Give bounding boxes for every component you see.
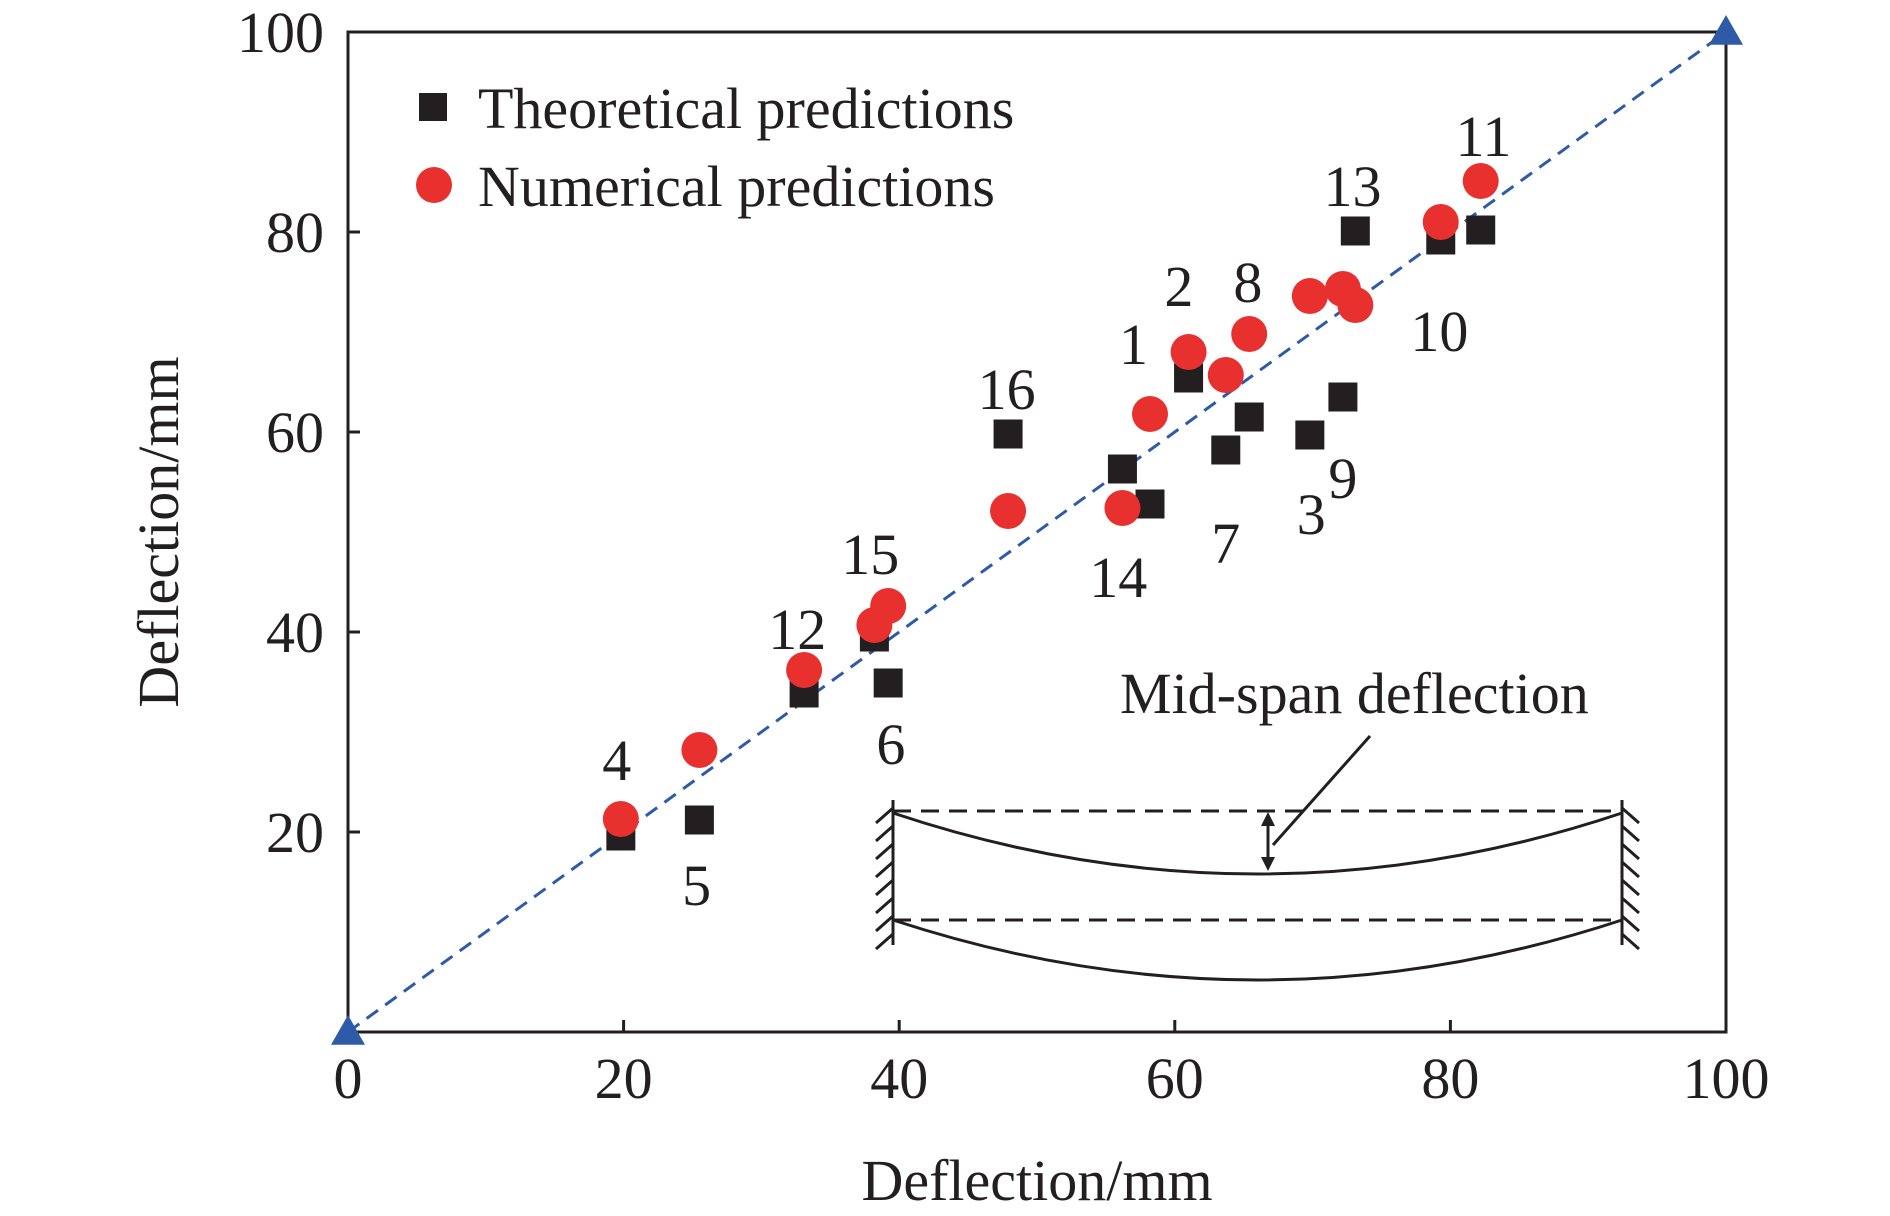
point-label: 7 xyxy=(1211,511,1240,576)
point-label: 8 xyxy=(1233,250,1262,315)
legend: Theoretical predictions Numerical predic… xyxy=(416,76,1014,219)
numerical-point xyxy=(1104,490,1141,526)
y-tick-label: 40 xyxy=(266,600,324,665)
theoretical-point xyxy=(873,668,903,698)
deflected-top-curve xyxy=(892,811,1623,876)
beam-deflection-inset: Mid-span deflection xyxy=(875,661,1640,982)
theoretical-point xyxy=(993,419,1023,449)
numerical-point xyxy=(1291,278,1328,314)
legend-label-numerical: Numerical predictions xyxy=(478,154,995,219)
numerical-point xyxy=(1207,357,1244,393)
leader-line xyxy=(1271,735,1372,846)
left-wall-hatch xyxy=(875,800,895,951)
x-tick-label: 20 xyxy=(595,1046,653,1111)
point-label: 13 xyxy=(1324,154,1382,219)
point-label: 9 xyxy=(1328,446,1357,511)
y-axis-title: Deflection/mm xyxy=(126,356,191,707)
theoretical-point xyxy=(1466,215,1496,245)
x-tick-label: 80 xyxy=(1421,1046,1479,1111)
point-label: 2 xyxy=(1164,254,1193,319)
x-axis-ticks: 0 20 40 60 80 100 xyxy=(334,1020,1770,1111)
numerical-point xyxy=(602,801,639,837)
point-label: 6 xyxy=(876,712,905,777)
y-tick-label: 80 xyxy=(266,200,324,265)
point-label: 5 xyxy=(682,853,711,918)
numerical-series xyxy=(602,163,1499,837)
numerical-point xyxy=(990,493,1027,529)
x-tick-label: 40 xyxy=(870,1046,928,1111)
numerical-point xyxy=(1170,334,1207,370)
point-label: 10 xyxy=(1410,299,1468,364)
point-label: 1 xyxy=(1119,312,1148,377)
legend-marker-theoretical xyxy=(419,93,447,121)
x-tick-label: 60 xyxy=(1146,1046,1204,1111)
y-tick-label: 20 xyxy=(266,800,324,865)
numerical-point xyxy=(856,607,893,643)
theoretical-point xyxy=(1340,216,1370,246)
theoretical-point xyxy=(1295,420,1325,450)
y-tick-label: 60 xyxy=(266,400,324,465)
theoretical-point xyxy=(1135,489,1165,519)
inset-label: Mid-span deflection xyxy=(1120,661,1589,726)
x-tick-label: 0 xyxy=(334,1046,363,1111)
dimension-arrow-down xyxy=(1261,857,1275,871)
point-label: 16 xyxy=(978,357,1036,422)
point-label: 4 xyxy=(602,728,631,793)
theoretical-point xyxy=(1107,454,1137,484)
numerical-point xyxy=(1231,316,1268,352)
theoretical-point xyxy=(1328,382,1358,412)
x-axis-title: Deflection/mm xyxy=(861,1148,1212,1211)
dimension-arrow-up xyxy=(1261,812,1275,826)
x-tick-label: 100 xyxy=(1683,1046,1770,1111)
y-tick-label: 100 xyxy=(237,0,324,65)
legend-marker-numerical xyxy=(416,167,452,203)
numerical-point xyxy=(1337,287,1374,323)
point-label: 11 xyxy=(1456,104,1512,169)
numerical-point xyxy=(681,732,718,768)
numerical-point xyxy=(1131,396,1168,432)
reference-end-triangle xyxy=(331,1015,365,1045)
point-label: 15 xyxy=(841,522,899,587)
reference-end-triangle xyxy=(1709,15,1743,45)
theoretical-point xyxy=(684,805,714,835)
legend-label-theoretical: Theoretical predictions xyxy=(478,76,1014,141)
point-label: 12 xyxy=(768,597,826,662)
deflected-bottom-curve xyxy=(892,918,1623,982)
theoretical-point xyxy=(1234,402,1264,432)
reference-line-group xyxy=(331,15,1743,1045)
reference-line xyxy=(347,30,1727,1034)
numerical-point xyxy=(1422,204,1459,240)
point-label: 14 xyxy=(1089,545,1147,610)
numerical-point xyxy=(1462,163,1499,199)
point-label: 3 xyxy=(1297,482,1326,547)
y-axis-ticks: 20 40 60 80 100 xyxy=(237,0,360,865)
numerical-point xyxy=(786,652,823,688)
theoretical-point xyxy=(1211,435,1241,465)
right-wall-hatch xyxy=(1620,800,1640,951)
plot-frame xyxy=(346,30,1728,1034)
